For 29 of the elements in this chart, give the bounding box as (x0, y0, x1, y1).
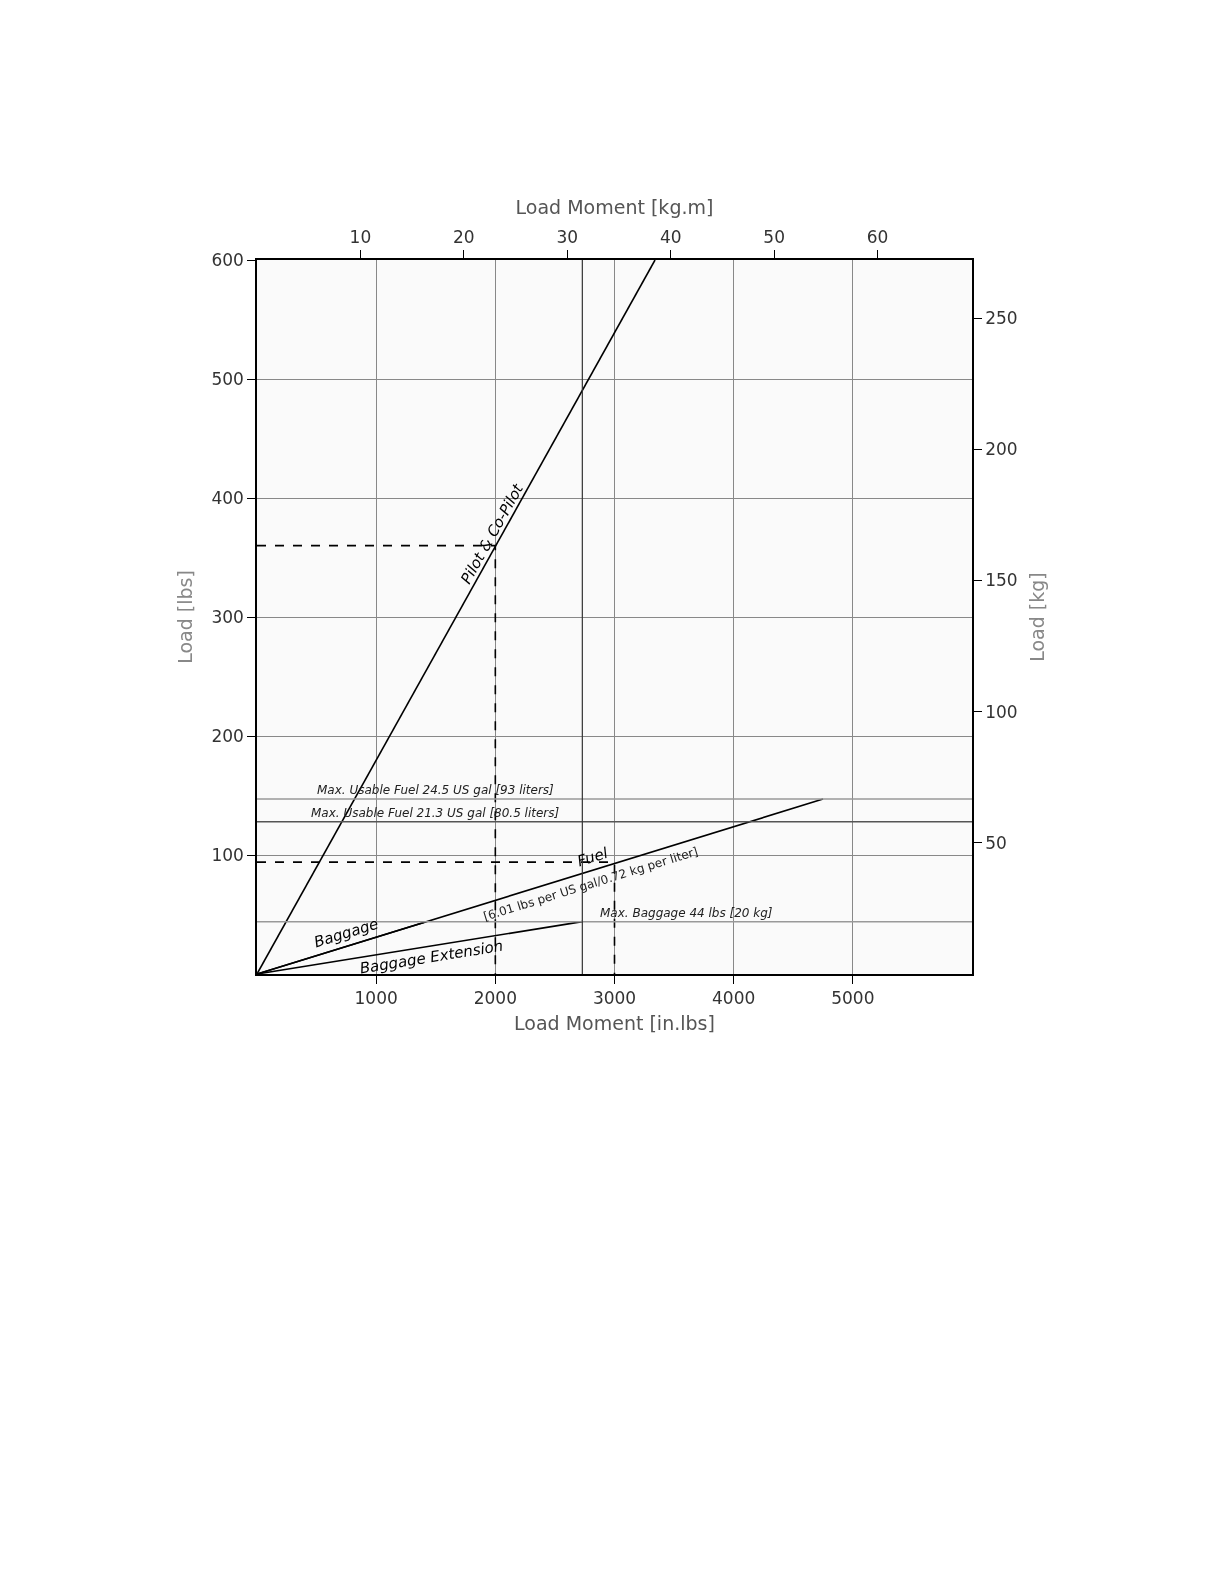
x2-tick-label: 40 (659, 227, 682, 248)
x2-tick-label: 50 (763, 227, 785, 248)
y-tick-label: 200 (211, 725, 244, 746)
y-axis-title: Load [lbs] (173, 570, 196, 664)
x2-tick-label: 60 (866, 227, 889, 248)
x-tick-label: 3000 (592, 988, 637, 1009)
x2-tick-label: 30 (556, 227, 579, 248)
x-tick-label: 4000 (712, 988, 756, 1009)
x2-tick-label: 10 (349, 227, 372, 248)
x-tick-label: 1000 (354, 988, 398, 1009)
ref-line-label: Max. Baggage 44 lbs [20 kg] (600, 906, 773, 920)
y-tick-label: 500 (211, 368, 244, 389)
y2-tick-label: 150 (985, 570, 1018, 591)
text: Baggage Extension (358, 936, 505, 978)
y2-tick-label: 250 (985, 308, 1018, 329)
text: Fuel (575, 843, 611, 871)
y2-tick-label: 50 (985, 832, 1007, 853)
x2-axis-title: Load Moment [kg.m] (515, 195, 714, 218)
y-tick-label: 400 (211, 487, 244, 508)
x-axis-title: Load Moment [in.lbs] (514, 1012, 715, 1035)
x-tick-label: 2000 (473, 988, 517, 1009)
y2-tick-label: 200 (985, 439, 1018, 460)
x2-tick-label: 20 (453, 227, 475, 248)
y2-tick-label: 100 (985, 701, 1018, 722)
y-tick-label: 300 (211, 606, 244, 627)
y2-axis-title: Load [kg] (1025, 572, 1048, 662)
y-tick-label: 600 (211, 249, 244, 270)
y-tick-label: 100 (211, 844, 244, 865)
x-tick-label: 5000 (831, 988, 875, 1009)
